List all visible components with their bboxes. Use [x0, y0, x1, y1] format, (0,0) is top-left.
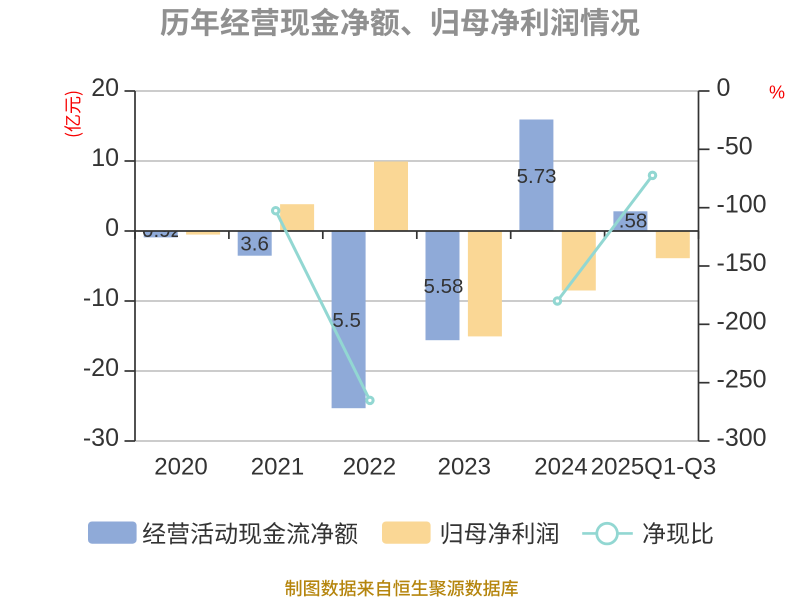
svg-text:10: 10	[91, 144, 119, 172]
svg-text:5.73: 5.73	[517, 165, 557, 188]
svg-text:20: 20	[91, 74, 119, 102]
svg-text:5.58: 5.58	[424, 275, 464, 298]
svg-text:2021: 2021	[251, 454, 304, 481]
svg-text:-20: -20	[83, 354, 119, 382]
svg-text:-30: -30	[83, 424, 119, 452]
svg-text:0: 0	[717, 74, 731, 102]
svg-text:0: 0	[105, 214, 119, 242]
svg-text:-10: -10	[83, 284, 119, 312]
svg-text:-100: -100	[717, 191, 767, 219]
svg-text:5.5: 5.5	[332, 309, 361, 332]
svg-text:-200: -200	[717, 307, 767, 335]
svg-text:.58: .58	[619, 210, 648, 233]
svg-text:2025Q1-Q3: 2025Q1-Q3	[591, 454, 716, 481]
svg-text:-50: -50	[717, 132, 753, 160]
svg-text:3.6: 3.6	[240, 233, 269, 256]
svg-text:%: %	[769, 83, 785, 103]
svg-text:0.92: 0.92	[142, 219, 182, 242]
svg-text:-250: -250	[717, 366, 767, 394]
svg-text:2023: 2023	[438, 454, 491, 481]
svg-text:2022: 2022	[343, 454, 396, 481]
svg-text:2020: 2020	[154, 454, 207, 481]
svg-text:2024: 2024	[534, 454, 587, 481]
svg-text:-150: -150	[717, 249, 767, 277]
svg-text:-300: -300	[717, 424, 767, 452]
